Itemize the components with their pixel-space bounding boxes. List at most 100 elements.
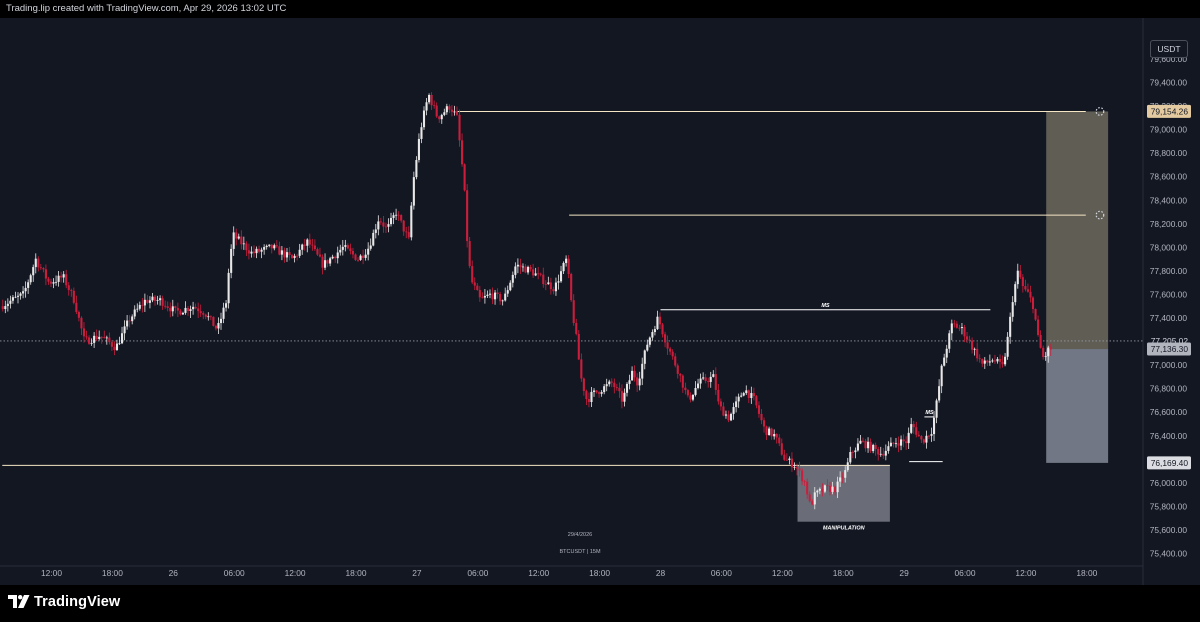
candle (679, 373, 682, 383)
candle-body (577, 333, 580, 360)
candle-body (285, 252, 289, 258)
candle (582, 377, 585, 396)
candle (1034, 308, 1037, 322)
candle-body (846, 462, 849, 471)
candle-body (316, 249, 319, 255)
candle-body (126, 320, 129, 327)
candle-body (526, 266, 530, 273)
candle-body (664, 334, 667, 343)
candle (95, 329, 98, 342)
candle-body (323, 260, 327, 268)
candle (770, 427, 773, 440)
candle-body (499, 294, 502, 302)
candle-body (417, 138, 420, 160)
candle (407, 226, 410, 240)
price-tick-label: 76,000.00 (1150, 478, 1188, 488)
candle (288, 246, 291, 261)
price-tick-label: 75,400.00 (1150, 549, 1188, 559)
candle (395, 208, 398, 221)
candle-body (189, 309, 192, 311)
candle (443, 108, 446, 117)
candle (1037, 315, 1040, 337)
candle (562, 261, 565, 275)
candle-body (864, 440, 867, 449)
candle (331, 254, 334, 260)
candle-body (105, 337, 108, 339)
candle (948, 330, 951, 353)
candle-body (729, 413, 733, 421)
candle (592, 388, 596, 397)
candle (22, 286, 25, 299)
candle (260, 247, 263, 259)
candle-body (318, 254, 322, 257)
candle (960, 322, 964, 335)
candle-body (212, 316, 215, 326)
candle-body (757, 405, 761, 414)
candle (110, 340, 113, 352)
candle-body (108, 337, 111, 343)
candle (694, 381, 697, 397)
candle-body (636, 377, 639, 386)
candle (521, 263, 525, 272)
tradingview-logo-icon (8, 595, 30, 608)
candle-body (455, 111, 459, 115)
candle (778, 434, 781, 447)
candle-body (1016, 270, 1019, 285)
candle-body (463, 164, 466, 191)
candle-body (661, 324, 664, 335)
candle (440, 113, 443, 124)
candle (839, 471, 842, 487)
candle-body (164, 305, 167, 307)
candle (666, 335, 669, 355)
candle (171, 299, 174, 317)
candle (953, 319, 956, 328)
candle (387, 218, 390, 233)
candle (504, 287, 507, 302)
candle (795, 463, 799, 476)
candle (907, 427, 910, 449)
candle-body (1026, 289, 1029, 292)
price-tick-label: 79,000.00 (1150, 125, 1188, 135)
candle-body (547, 282, 550, 285)
candle (917, 431, 920, 437)
candle (811, 499, 814, 506)
candle (250, 246, 253, 258)
candlestick-chart[interactable]: MS MS MANIPULATION 29/4/2026 BTCUSDT | 15M 75… (0, 18, 1200, 585)
candle-body (704, 377, 707, 381)
candle (194, 303, 197, 310)
candle (570, 272, 573, 302)
chart-area[interactable]: MS MS MANIPULATION 29/4/2026 BTCUSDT | 15M 75… (0, 18, 1200, 585)
candle-body (557, 281, 560, 283)
candle (671, 349, 674, 360)
candle (189, 305, 192, 319)
candle (572, 294, 575, 326)
time-tick-label: 12:00 (285, 568, 306, 578)
candle (362, 249, 365, 265)
stop-price-label: 76,169.40 (1147, 456, 1191, 470)
candle-body (174, 306, 177, 308)
candle (765, 425, 768, 440)
candle-body (88, 337, 91, 344)
candle (1016, 263, 1019, 289)
currency-selector[interactable]: USDT (1150, 40, 1188, 58)
candle (554, 277, 558, 296)
candle (136, 303, 139, 313)
candle-body (227, 272, 230, 304)
candle-body (539, 273, 542, 275)
candle-body (98, 336, 101, 339)
candle (1004, 352, 1007, 367)
candle-body (159, 298, 162, 301)
candle (494, 289, 497, 305)
candle (785, 453, 788, 461)
candle (303, 238, 306, 251)
candle-body (742, 393, 745, 396)
candle (126, 315, 129, 330)
candle-body (567, 258, 570, 274)
candle (192, 301, 195, 315)
candle (724, 410, 728, 419)
candle-body (976, 348, 979, 359)
candle-body (468, 241, 471, 267)
candle (377, 215, 380, 236)
candle (681, 374, 684, 393)
tradingview-logo[interactable]: TradingView (8, 594, 120, 610)
